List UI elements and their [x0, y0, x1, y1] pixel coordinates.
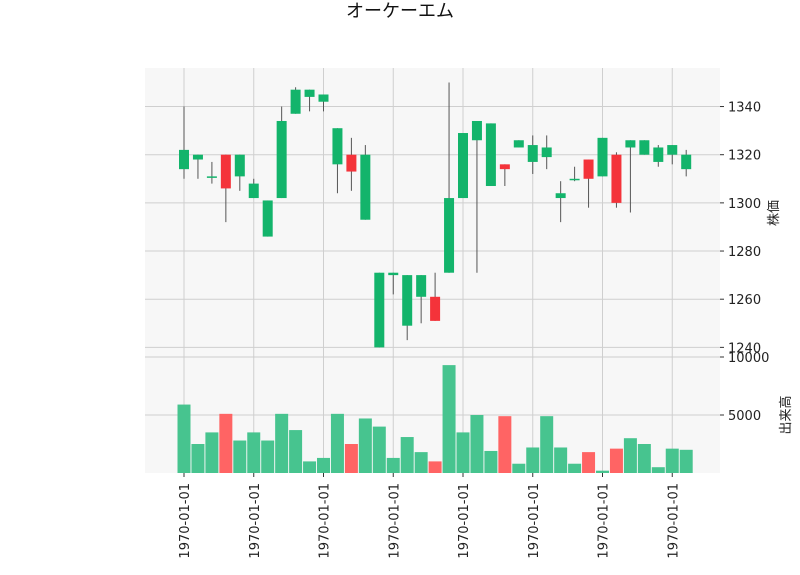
- price-tick-label: 1340: [728, 101, 761, 116]
- candle-body: [192, 154, 203, 160]
- volume-bar: [275, 413, 289, 473]
- price-tick-label: 1280: [728, 245, 761, 260]
- volume-bar: [261, 440, 275, 473]
- volume-bar: [596, 470, 609, 473]
- candle-body: [262, 200, 273, 237]
- volume-bar: [289, 430, 303, 473]
- price-tick-label: 1240: [728, 341, 761, 356]
- candles: [179, 82, 692, 348]
- volume-bar: [637, 444, 651, 473]
- axes: 1240 1260 1280 1300 1320 1340 5000 10000 1970-01…: [145, 101, 769, 559]
- candle-body: [611, 154, 622, 203]
- candle-body: [681, 154, 692, 170]
- volume-bar: [372, 426, 386, 473]
- candle-body: [360, 154, 371, 220]
- volume-bar: [191, 444, 205, 473]
- candle-body: [485, 123, 496, 187]
- candle-body: [527, 145, 538, 162]
- volume-bar: [679, 449, 693, 473]
- candle-body: [667, 145, 678, 155]
- chart-title: オーケーエム: [346, 1, 454, 22]
- volume-axis-label: 出来高: [778, 395, 794, 434]
- volume-bar: [623, 438, 637, 473]
- candle-body: [569, 178, 580, 181]
- candle-body: [653, 147, 664, 162]
- price-tick-label: 1300: [728, 197, 761, 212]
- volume-bars: [177, 365, 693, 473]
- candle-body: [388, 272, 399, 276]
- candle-body: [555, 193, 566, 199]
- x-tick-label: 1970-01-01: [666, 483, 681, 559]
- x-tick-label: 1970-01-01: [178, 483, 193, 559]
- candle-body: [625, 140, 636, 148]
- volume-bar: [400, 437, 414, 473]
- volume-bar: [609, 448, 623, 473]
- volume-bar: [512, 463, 526, 473]
- x-tick-label: 1970-01-01: [387, 483, 402, 559]
- price-axis-label: 株価: [767, 200, 782, 226]
- volume-bar: [442, 365, 456, 473]
- price-tick-label: 1320: [728, 149, 761, 164]
- candle-body: [290, 89, 301, 114]
- candle-body: [220, 154, 231, 189]
- candle-body: [276, 120, 287, 199]
- price-tick-label: 1260: [728, 293, 761, 308]
- candle-body: [583, 159, 594, 179]
- candle-body: [430, 296, 441, 321]
- candle-body: [416, 275, 427, 297]
- candle-body: [332, 128, 343, 165]
- volume-bar: [498, 416, 512, 473]
- volume-bar: [456, 432, 470, 473]
- volume-bar: [651, 467, 665, 473]
- volume-tick-label: 10000: [728, 351, 769, 366]
- candle-body: [179, 149, 189, 170]
- candle-body: [458, 133, 468, 199]
- volume-bar: [414, 452, 428, 473]
- candle-body: [206, 176, 217, 178]
- x-tick-label: 1970-01-01: [457, 483, 472, 559]
- candle-body: [234, 154, 245, 177]
- x-tick-label: 1970-01-01: [527, 483, 542, 559]
- volume-bar: [540, 416, 554, 473]
- candle-body: [597, 137, 608, 177]
- candle-body: [374, 272, 385, 348]
- volume-bar: [303, 461, 317, 473]
- volume-bar: [247, 432, 261, 473]
- candle-body: [318, 94, 329, 102]
- candle-body: [513, 140, 524, 148]
- candle-body: [499, 164, 510, 170]
- volume-bar: [358, 418, 372, 473]
- candle-body: [639, 140, 650, 155]
- x-tick-label: 1970-01-01: [597, 483, 612, 559]
- volume-bar: [428, 461, 442, 473]
- volume-bar: [205, 432, 219, 473]
- candle-body: [541, 147, 552, 158]
- volume-bar: [470, 415, 484, 473]
- volume-bar: [386, 457, 400, 473]
- candle-body: [304, 89, 315, 97]
- volume-bar: [233, 440, 247, 473]
- volume-bar: [177, 404, 191, 473]
- volume-bar: [526, 447, 540, 473]
- volume-bar: [344, 444, 358, 473]
- candle-body: [248, 183, 259, 199]
- volume-bar: [582, 452, 596, 473]
- volume-bar: [330, 413, 344, 473]
- candle-body: [402, 275, 413, 326]
- volume-bar: [665, 448, 679, 473]
- volume-bar: [568, 463, 582, 473]
- volume-bar: [554, 447, 568, 473]
- x-tick-label: 1970-01-01: [318, 483, 333, 559]
- candle-body: [444, 198, 455, 273]
- candle-body: [471, 120, 482, 141]
- volume-bar: [317, 457, 330, 473]
- volume-bar: [484, 450, 498, 473]
- volume-bar: [219, 413, 233, 473]
- volume-tick-label: 5000: [728, 409, 761, 424]
- candle-body: [346, 154, 357, 172]
- x-tick-label: 1970-01-01: [248, 483, 263, 559]
